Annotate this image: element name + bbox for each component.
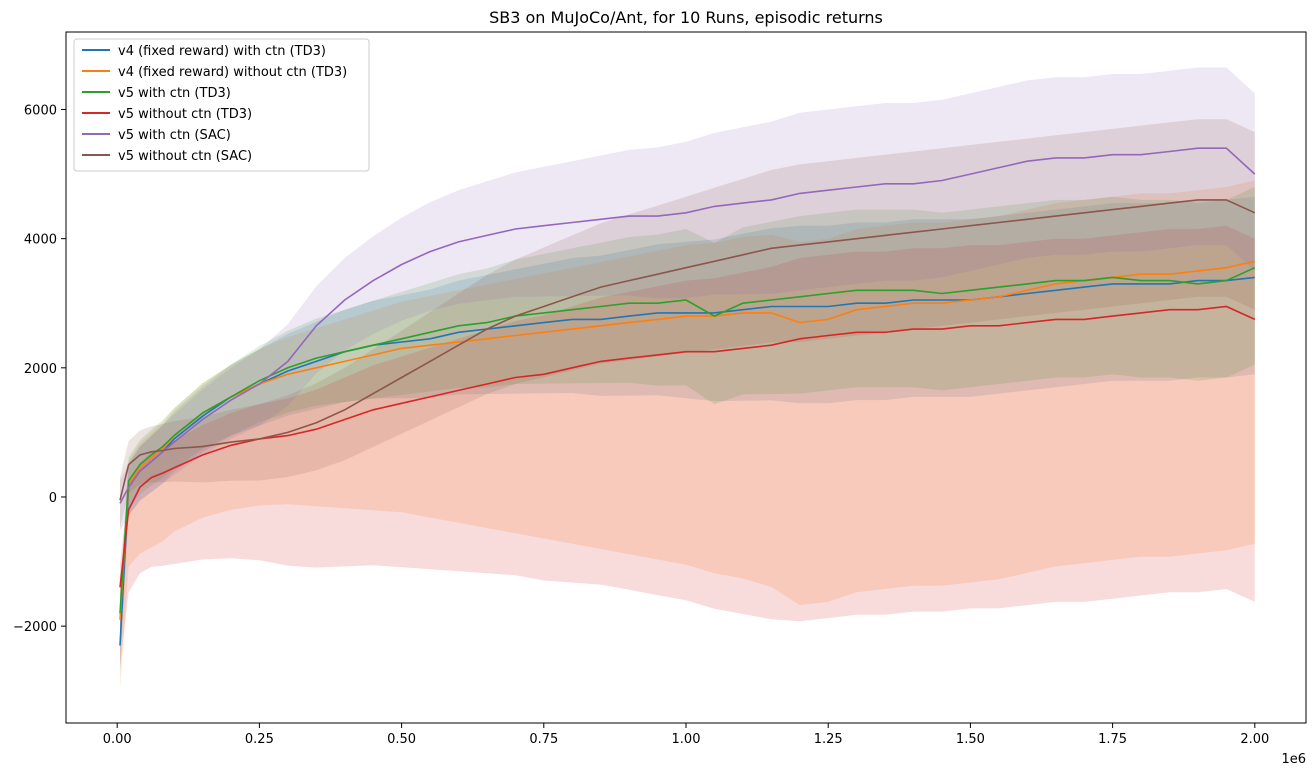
chart-title: SB3 on MuJoCo/Ant, for 10 Runs, episodic… [489, 8, 883, 27]
x-tick-label: 2.00 [1240, 732, 1269, 747]
x-tick-label: 1.50 [956, 732, 985, 747]
legend-label: v4 (fixed reward) with ctn (TD3) [118, 44, 326, 59]
legend-label: v5 with ctn (TD3) [118, 86, 231, 101]
y-axis: −2000 0 2000 4000 6000 [13, 103, 66, 635]
legend-box [73, 38, 370, 172]
y-tick-label: 6000 [24, 103, 57, 118]
y-tick-label: 2000 [24, 362, 57, 377]
legend-label: v5 without ctn (TD3) [118, 107, 252, 122]
series-lines [119, 147, 1256, 646]
x-axis: 0.00 0.25 0.50 0.75 1.00 1.25 1.50 1.75 2.00 [103, 723, 1269, 747]
x-tick-label: 0.00 [103, 732, 132, 747]
x-tick-label: 0.75 [529, 732, 558, 747]
y-tick-label: 0 [49, 491, 57, 506]
x-axis-multiplier: 1e6 [1281, 752, 1306, 767]
x-tick-label: 0.50 [387, 732, 416, 747]
series-line-5 [119, 199, 1256, 501]
x-tick-label: 1.25 [814, 732, 843, 747]
band-3 [120, 225, 1255, 668]
series-line-2 [119, 266, 1256, 614]
y-tick-label: 4000 [24, 233, 57, 248]
series-line-3 [119, 305, 1256, 588]
x-tick-label: 1.75 [1098, 732, 1127, 747]
band-4 [120, 67, 1255, 531]
band-1 [120, 180, 1255, 691]
legend: v4 (fixed reward) with ctn (TD3) v4 (fixe… [73, 38, 370, 172]
legend-label: v4 (fixed reward) without ctn (TD3) [118, 65, 347, 80]
series-line-4 [119, 147, 1256, 504]
band-5 [120, 119, 1255, 528]
y-tick-label: −2000 [13, 620, 57, 635]
legend-label: v5 without ctn (SAC) [118, 149, 252, 164]
x-tick-label: 0.25 [245, 732, 274, 747]
legend-label: v5 with ctn (SAC) [118, 128, 231, 143]
band-0 [120, 196, 1255, 673]
x-tick-label: 1.00 [672, 732, 701, 747]
